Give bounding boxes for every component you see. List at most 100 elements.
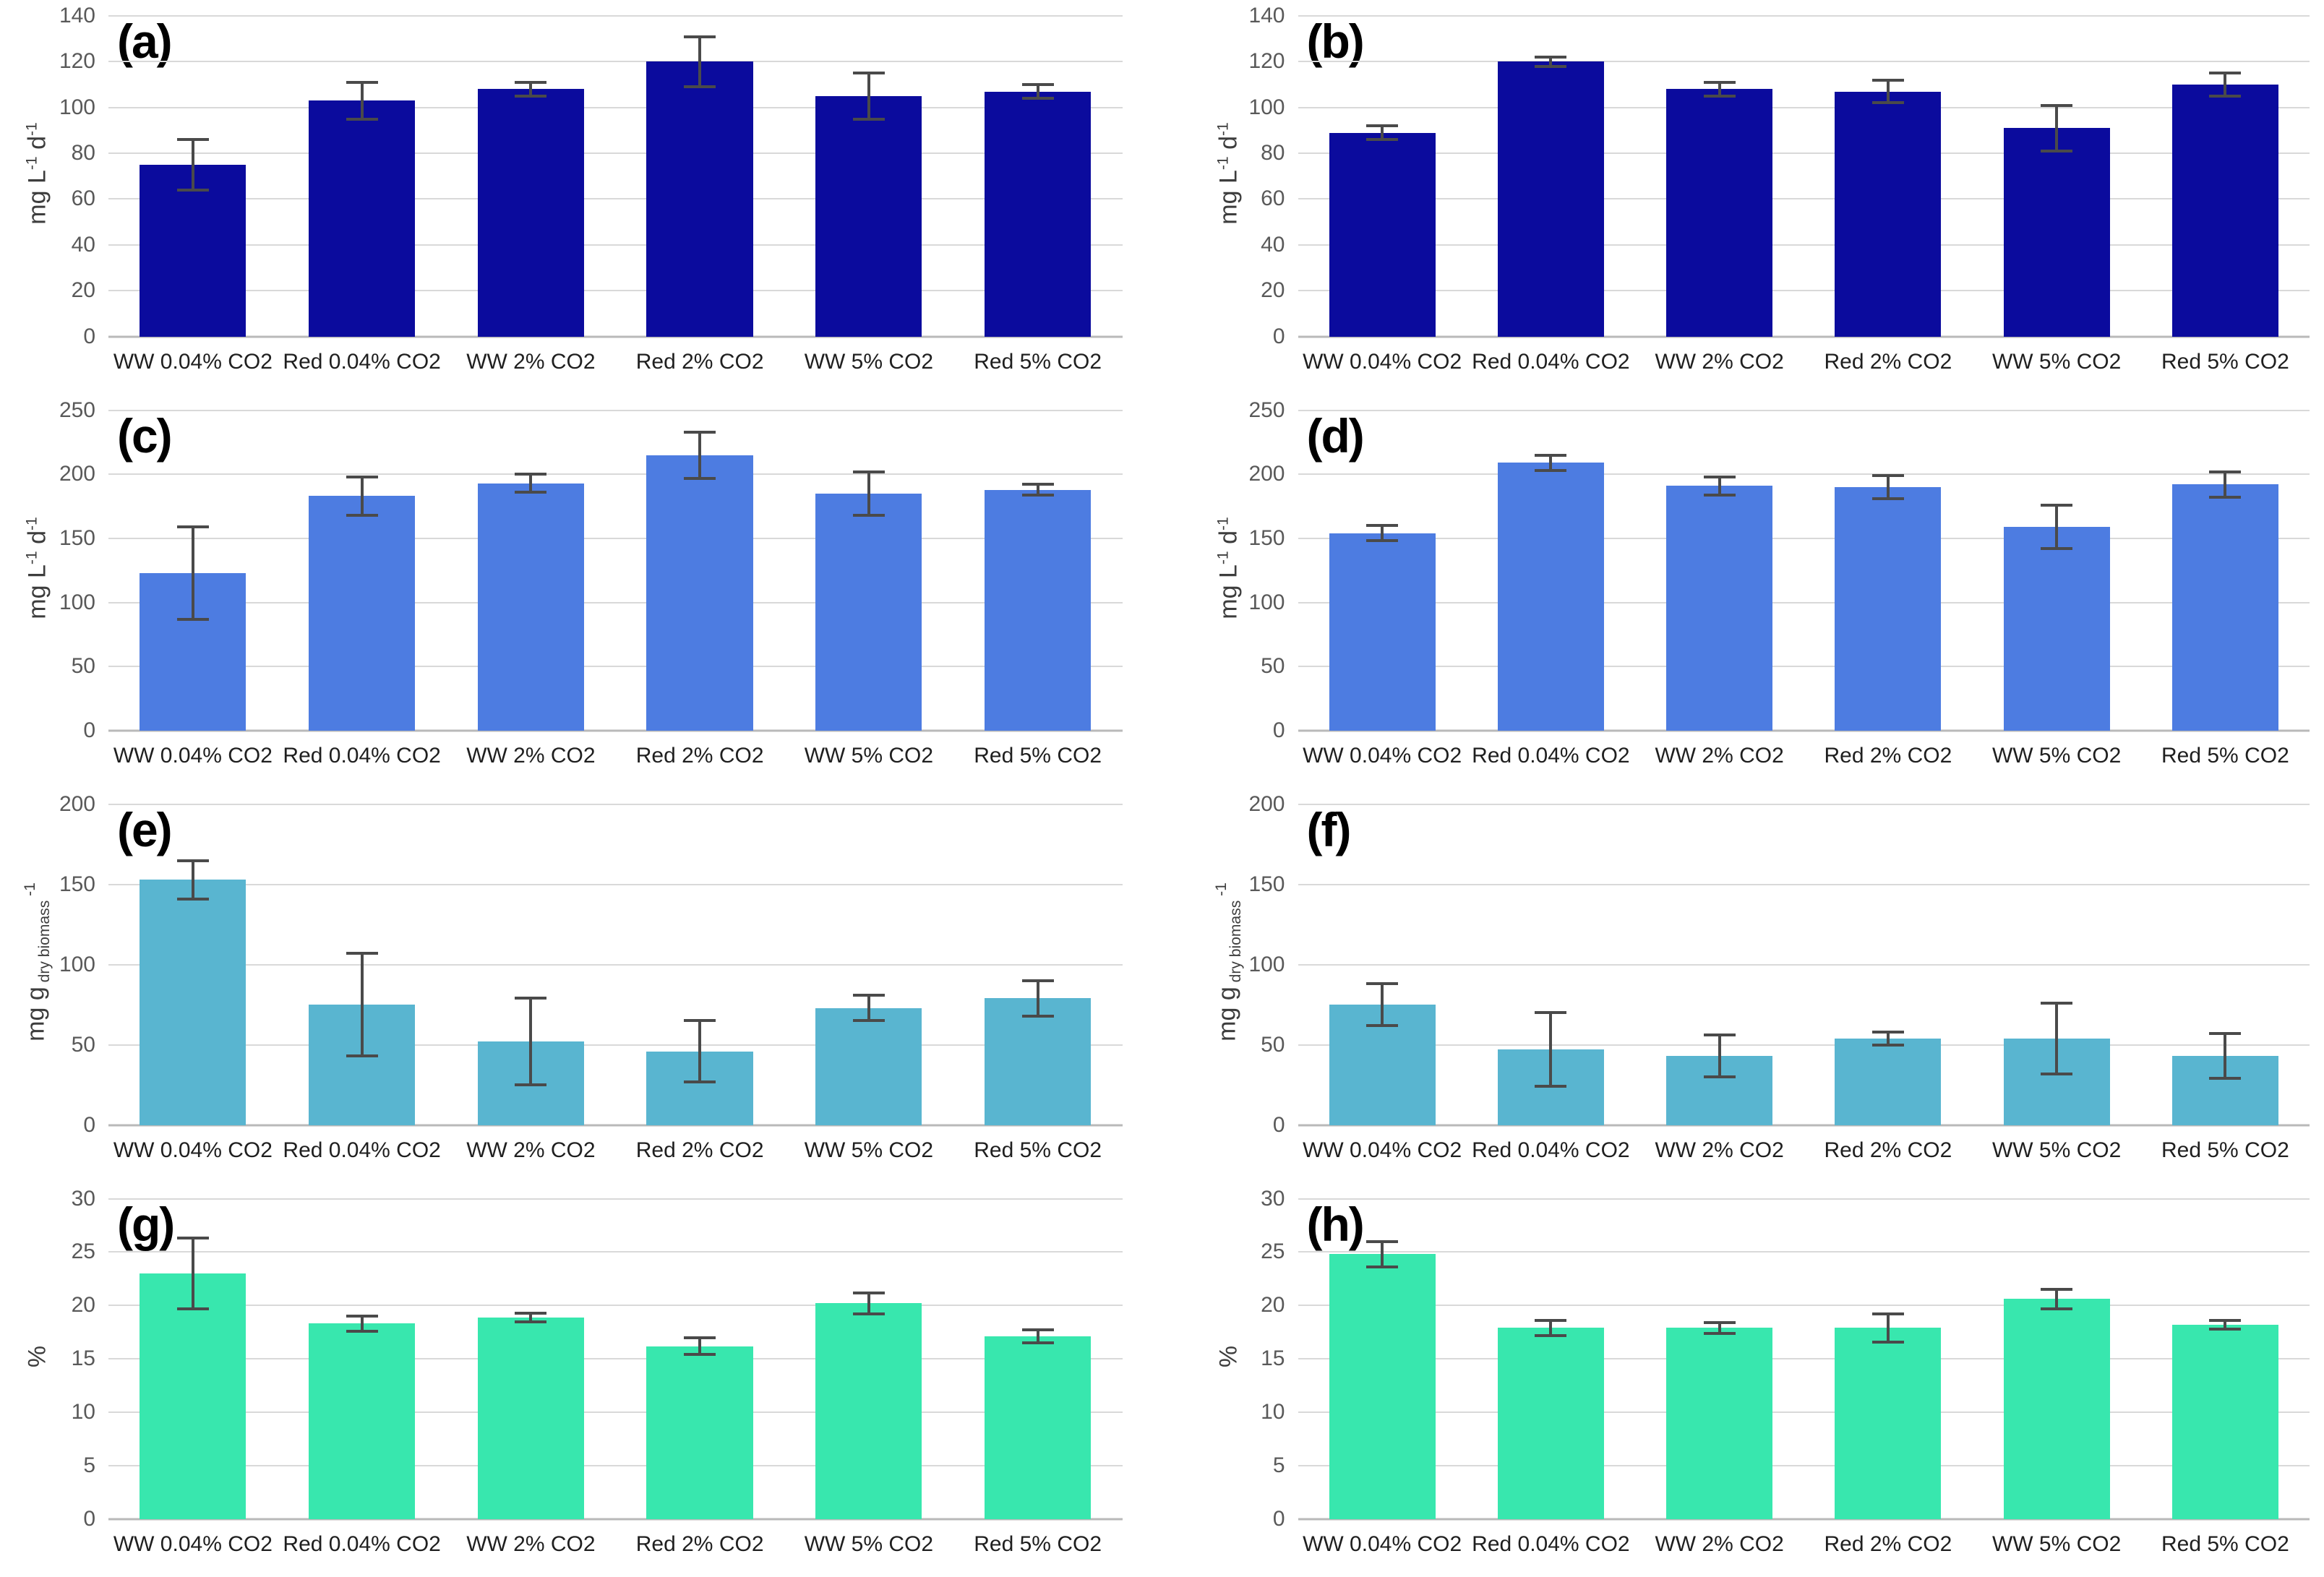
error-bar-line bbox=[529, 82, 533, 96]
error-bar-cap bbox=[1021, 97, 1054, 100]
error-bar-cap bbox=[1021, 483, 1054, 486]
error-bar-line bbox=[698, 431, 702, 478]
bar bbox=[1835, 1038, 1942, 1125]
gridline bbox=[108, 1198, 1123, 1200]
plot-area: (f) 0 50 100 150 200 WW 0.04% CO2 Red 0.04% CO… bbox=[1248, 794, 2310, 1162]
gridline bbox=[108, 1305, 1123, 1307]
gridline bbox=[1298, 409, 2310, 411]
gridline bbox=[108, 601, 1123, 603]
error-bar-cap bbox=[1535, 1011, 1567, 1015]
gridline bbox=[1298, 1251, 2310, 1253]
error-bar-cap bbox=[684, 1353, 716, 1357]
error-bar-cap bbox=[2041, 503, 2073, 507]
y-axis-title-part: mg L bbox=[1214, 564, 1243, 619]
error-bar-line bbox=[191, 139, 194, 190]
y-axis-title-part: mg g bbox=[22, 987, 50, 1041]
error-bar-cap bbox=[176, 188, 209, 192]
gridline bbox=[108, 409, 1123, 411]
y-axis-title-part: % bbox=[23, 1345, 51, 1367]
error-bar-cap bbox=[2041, 1307, 2073, 1310]
y-tick-label: 0 bbox=[1272, 324, 1285, 348]
error-bar-cap bbox=[2209, 470, 2242, 473]
error-bar-cap bbox=[1366, 1266, 1399, 1269]
error-bar-cap bbox=[515, 80, 547, 84]
error-bar-cap bbox=[2209, 1077, 2242, 1080]
bar bbox=[646, 61, 753, 337]
bar bbox=[477, 89, 584, 337]
error-bar-line bbox=[1036, 484, 1039, 495]
y-tick-label: 150 bbox=[59, 525, 95, 550]
error-bar-cap bbox=[2041, 1001, 2073, 1005]
x-tick-label: Red 0.04% CO2 bbox=[283, 744, 441, 768]
panel-label: (e) bbox=[117, 803, 173, 856]
x-tick-label: WW 5% CO2 bbox=[1991, 349, 2122, 374]
error-bar-cap bbox=[346, 952, 378, 955]
error-bar-cap bbox=[1703, 94, 1736, 98]
gridline bbox=[108, 106, 1123, 108]
y-tick-label: 0 bbox=[83, 1507, 95, 1531]
panel-a: mg L-1 d-1 (a) 0 20 40 60 80 100 120 140 WW 0.04… bbox=[0, 0, 1162, 395]
error-bar-cap bbox=[346, 513, 378, 517]
bar bbox=[815, 1303, 922, 1519]
gridline bbox=[1298, 290, 2310, 292]
y-tick-label: 100 bbox=[59, 590, 95, 614]
x-axis-line bbox=[1298, 1518, 2310, 1521]
error-bar-cap bbox=[346, 1329, 378, 1333]
error-bar-line bbox=[867, 73, 870, 119]
gridline bbox=[1298, 601, 2310, 603]
gridline bbox=[1298, 1411, 2310, 1414]
x-tick-label: Red 2% CO2 bbox=[1824, 1532, 1952, 1556]
error-bar-line bbox=[529, 474, 533, 493]
error-bar-cap bbox=[852, 72, 885, 75]
x-tick-label: WW 0.04% CO2 bbox=[113, 744, 273, 768]
error-bar-line bbox=[2055, 105, 2059, 151]
x-tick-label: WW 2% CO2 bbox=[466, 744, 596, 768]
panel-label: (a) bbox=[117, 14, 173, 68]
error-bar-line bbox=[191, 1238, 194, 1309]
error-bar-line bbox=[1036, 1330, 1039, 1344]
error-bar-cap bbox=[2209, 1327, 2242, 1331]
x-tick-label: Red 0.04% CO2 bbox=[283, 349, 441, 374]
y-axis-title-part: mg g bbox=[1212, 987, 1240, 1041]
error-bar-cap bbox=[2209, 94, 2242, 98]
y-tick-label: 40 bbox=[1261, 232, 1285, 257]
bar bbox=[1666, 486, 1773, 731]
gridline bbox=[1298, 1198, 2310, 1200]
x-tick-label: WW 5% CO2 bbox=[804, 1532, 934, 1556]
error-bar-cap bbox=[684, 1019, 716, 1023]
y-tick-label: 100 bbox=[59, 952, 95, 976]
y-axis-title-part: d bbox=[23, 530, 51, 551]
error-bar-cap bbox=[176, 1237, 209, 1240]
gridline bbox=[108, 15, 1123, 17]
y-axis-title: % bbox=[24, 1345, 52, 1367]
error-bar-cap bbox=[346, 117, 378, 121]
bar bbox=[477, 483, 584, 731]
y-axis-title-part: -1 bbox=[1214, 122, 1231, 137]
y-tick-label: 40 bbox=[71, 232, 95, 257]
y-axis-title-part: -1 bbox=[1214, 516, 1231, 530]
gridline bbox=[1298, 106, 2310, 108]
x-tick-label: WW 0.04% CO2 bbox=[113, 1138, 273, 1162]
x-tick-label: Red 0.04% CO2 bbox=[1472, 1138, 1630, 1162]
error-bar-cap bbox=[2209, 1032, 2242, 1036]
bar bbox=[2171, 1324, 2278, 1519]
y-tick-label: 100 bbox=[1248, 95, 1285, 119]
plot-area: (c) 0 50 100 150 200 250 WW 0.04% CO2 Red 0.04%… bbox=[59, 399, 1123, 768]
error-bar-cap bbox=[346, 80, 378, 84]
x-tick-label: WW 2% CO2 bbox=[1655, 1532, 1784, 1556]
x-axis-line bbox=[108, 729, 1123, 732]
error-bar-cap bbox=[515, 1311, 547, 1315]
gridline bbox=[1298, 1465, 2310, 1467]
error-bar-cap bbox=[1366, 138, 1399, 142]
bar bbox=[1666, 89, 1773, 337]
error-bar-line bbox=[2224, 1320, 2227, 1329]
error-bar-cap bbox=[852, 513, 885, 517]
error-bar-cap bbox=[1703, 493, 1736, 497]
y-axis-title: mg L-1 d-1 bbox=[23, 517, 51, 619]
plot-area: (b) 0 20 40 60 80 100 120 140 WW 0.04% CO2 Red 0.… bbox=[1248, 5, 2310, 374]
error-bar-cap bbox=[515, 473, 547, 476]
error-bar-cap bbox=[1021, 1328, 1054, 1332]
error-bar-line bbox=[698, 36, 702, 87]
x-tick-label: Red 2% CO2 bbox=[635, 744, 764, 768]
y-tick-label: 20 bbox=[1261, 278, 1285, 303]
